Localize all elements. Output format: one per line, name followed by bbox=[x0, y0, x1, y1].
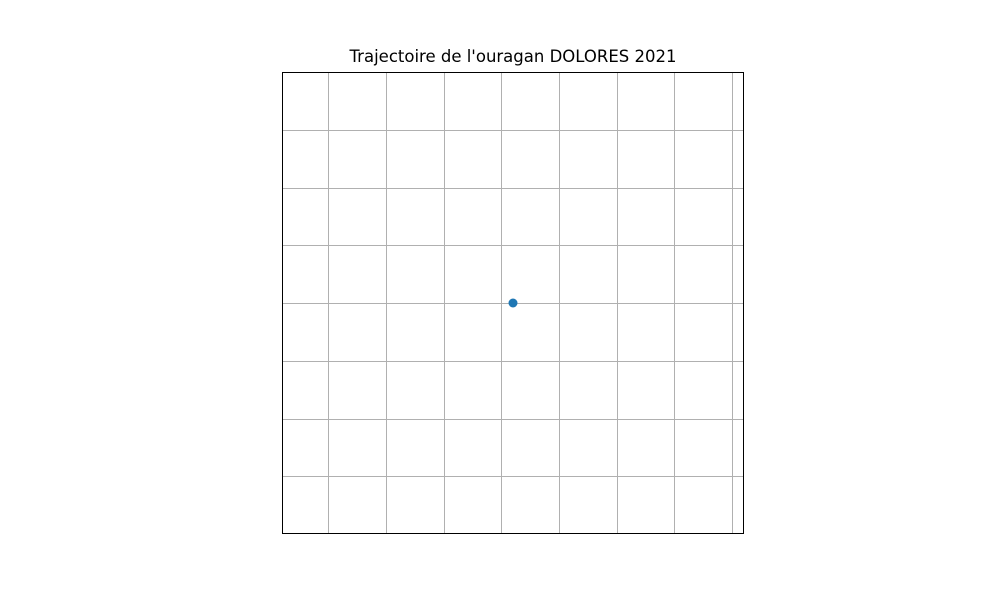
map-grid bbox=[282, 72, 744, 534]
map-frame bbox=[282, 72, 744, 534]
map-title: Trajectoire de l'ouragan DOLORES 2021 bbox=[349, 47, 677, 66]
hurricane-track bbox=[508, 298, 518, 308]
track-point bbox=[508, 298, 518, 308]
